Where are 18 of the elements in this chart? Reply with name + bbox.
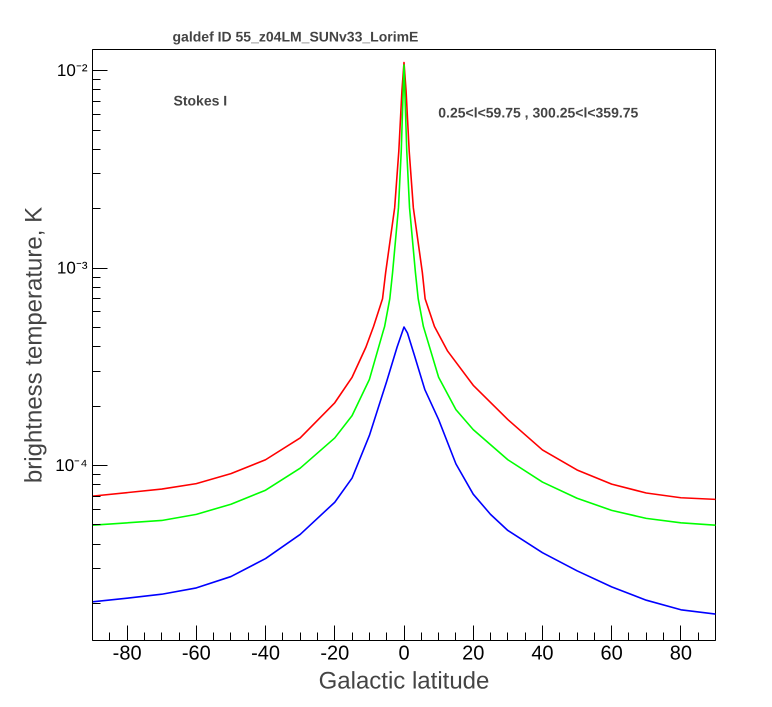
annotation: Stokes I [173,92,228,109]
y-axis-title: brightness temperature, K [20,206,48,484]
y-tick-label: 10⁻² [56,61,88,80]
x-tick-label: 20 [462,642,484,664]
x-tick-label: -40 [251,642,280,664]
x-tick-label: -20 [320,642,350,664]
line-series [92,326,716,615]
x-tick-label: 80 [670,642,692,664]
x-tick-label: 40 [531,642,554,664]
x-axis-title: Galactic latitude [318,668,490,694]
x-tick-label: -80 [112,642,142,664]
chart-title: galdef ID 55_z04LM_SUNv33_LorimE [172,28,418,44]
x-tick-label: 0 [398,642,410,664]
y-tick-label: 10⁻³ [56,258,88,278]
x-tick-label: -60 [182,642,211,664]
annotation: 0.25<l<59.75 , 300.25<l<359.75 [438,104,639,120]
x-tick-label: 60 [600,642,623,664]
y-tick-label: 10⁻⁴ [55,456,88,476]
